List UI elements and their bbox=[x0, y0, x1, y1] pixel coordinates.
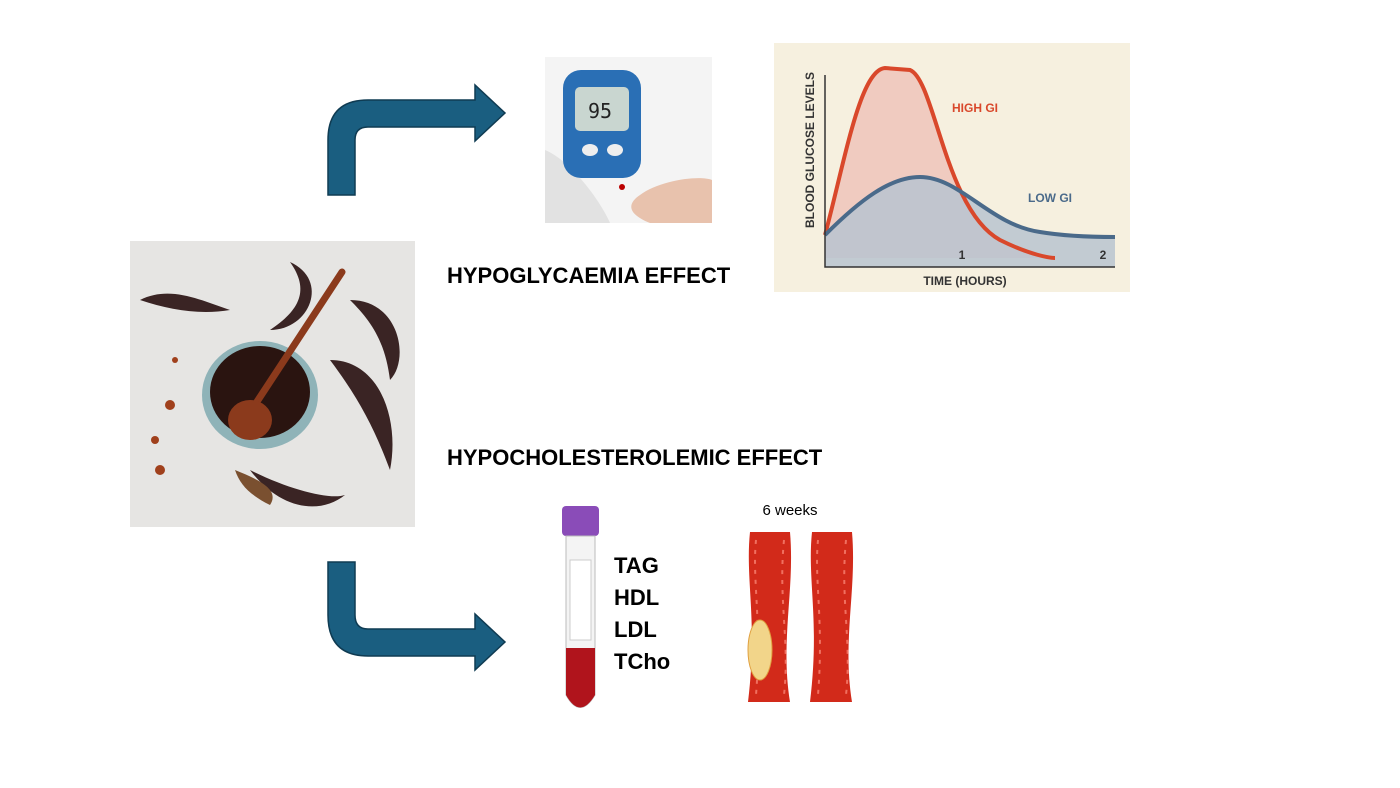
x-axis-label: TIME (HOURS) bbox=[923, 274, 1006, 288]
lipid-label: LDL bbox=[614, 617, 657, 642]
lipid-label: HDL bbox=[614, 585, 659, 610]
glucose-chart-image: BLOOD GLUCOSE LEVELS TIME (HOURS) HIGH G… bbox=[774, 43, 1130, 292]
lipid-label: TAG bbox=[614, 553, 659, 578]
carob-image bbox=[130, 241, 415, 527]
high-gi-label: HIGH GI bbox=[952, 101, 998, 115]
blood-vessels bbox=[747, 532, 854, 702]
low-gi-label: LOW GI bbox=[1028, 191, 1072, 205]
effect-label: HYPOGLYCAEMIA EFFECT bbox=[447, 263, 731, 288]
x-tick-label: 1 bbox=[959, 248, 966, 262]
arrow-down-right bbox=[327, 561, 507, 672]
x-tick-label: 2 bbox=[1100, 248, 1107, 262]
arrow-up-right bbox=[327, 83, 507, 196]
blood-tube bbox=[562, 506, 599, 708]
lipid-label: TCho bbox=[614, 649, 670, 674]
duration-label: 6 weeks bbox=[762, 502, 817, 519]
effect-label: HYPOCHOLESTEROLEMIC EFFECT bbox=[447, 445, 823, 470]
meter-reading: 95 bbox=[588, 99, 612, 123]
y-axis-label: BLOOD GLUCOSE LEVELS bbox=[803, 72, 817, 228]
glucose-meter-image: 95 bbox=[545, 57, 712, 223]
